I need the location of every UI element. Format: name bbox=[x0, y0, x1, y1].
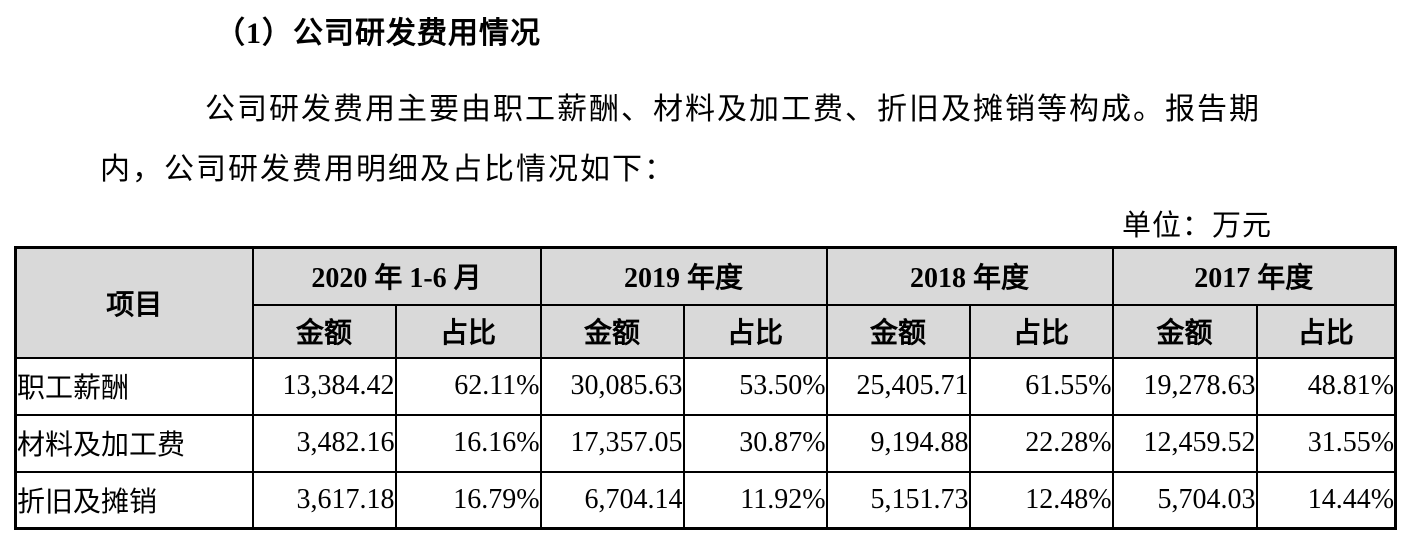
cell-amount-2020h1: 3,617.18 bbox=[251, 470, 397, 530]
sub-header-amount-2019: 金额 bbox=[539, 303, 685, 359]
intro-paragraph: 公司研发费用主要由职工薪酬、材料及加工费、折旧及摊销等构成。报告期 内，公司研发… bbox=[100, 80, 1290, 200]
cell-amount-2018: 5,151.73 bbox=[825, 470, 971, 530]
unit-label: 单位：万元 bbox=[1121, 210, 1272, 242]
cell-amount-2020h1: 13,384.42 bbox=[251, 356, 397, 416]
cell-ratio-2020h1: 62.11% bbox=[394, 356, 542, 416]
cell-ratio-2017: 31.55% bbox=[1255, 413, 1397, 473]
table-row-depreciation-amortization: 折旧及摊销 3,617.18 16.79% 6,704.14 11.92% 5,… bbox=[14, 470, 1397, 530]
section-heading: （1）公司研发费用情况 bbox=[215, 17, 541, 50]
sub-header-amount-2018: 金额 bbox=[825, 303, 971, 359]
cell-item: 材料及加工费 bbox=[14, 413, 254, 473]
cell-amount-2018: 9,194.88 bbox=[825, 413, 971, 473]
cell-ratio-2019: 11.92% bbox=[682, 470, 828, 530]
cell-amount-2019: 30,085.63 bbox=[539, 356, 685, 416]
cell-ratio-2017: 14.44% bbox=[1255, 470, 1397, 530]
cell-ratio-2020h1: 16.79% bbox=[394, 470, 542, 530]
cell-amount-2017: 19,278.63 bbox=[1111, 356, 1258, 416]
table-row-materials-processing: 材料及加工费 3,482.16 16.16% 17,357.05 30.87% … bbox=[14, 413, 1397, 473]
intro-line-2: 内，公司研发费用明细及占比情况如下： bbox=[100, 153, 676, 186]
col-header-period-2017: 2017 年度 bbox=[1111, 246, 1397, 306]
cell-ratio-2017: 48.81% bbox=[1255, 356, 1397, 416]
cell-amount-2019: 17,357.05 bbox=[539, 413, 685, 473]
cell-item: 职工薪酬 bbox=[14, 356, 254, 416]
cell-amount-2018: 25,405.71 bbox=[825, 356, 971, 416]
col-header-item: 项目 bbox=[14, 246, 254, 359]
cell-amount-2017: 5,704.03 bbox=[1111, 470, 1258, 530]
cell-ratio-2019: 53.50% bbox=[682, 356, 828, 416]
sub-header-ratio-2018: 占比 bbox=[968, 303, 1114, 359]
rd-expense-table: 项目 2020 年 1-6 月 2019 年度 2018 年度 2017 年度 … bbox=[14, 246, 1398, 530]
sub-header-amount-2020h1: 金额 bbox=[251, 303, 397, 359]
cell-amount-2019: 6,704.14 bbox=[539, 470, 685, 530]
cell-item: 折旧及摊销 bbox=[14, 470, 254, 530]
cell-ratio-2018: 22.28% bbox=[968, 413, 1114, 473]
cell-amount-2020h1: 3,482.16 bbox=[251, 413, 397, 473]
sub-header-ratio-2019: 占比 bbox=[682, 303, 828, 359]
sub-header-amount-2017: 金额 bbox=[1111, 303, 1258, 359]
sub-header-ratio-2020h1: 占比 bbox=[394, 303, 542, 359]
col-header-period-2020h1: 2020 年 1-6 月 bbox=[251, 246, 542, 306]
cell-amount-2017: 12,459.52 bbox=[1111, 413, 1258, 473]
col-header-period-2018: 2018 年度 bbox=[825, 246, 1114, 306]
intro-line-1: 公司研发费用主要由职工薪酬、材料及加工费、折旧及摊销等构成。报告期 bbox=[205, 93, 1261, 126]
sub-header-ratio-2017: 占比 bbox=[1255, 303, 1397, 359]
table-row-employee-compensation: 职工薪酬 13,384.42 62.11% 30,085.63 53.50% 2… bbox=[14, 356, 1397, 416]
cell-ratio-2019: 30.87% bbox=[682, 413, 828, 473]
col-header-period-2019: 2019 年度 bbox=[539, 246, 828, 306]
cell-ratio-2020h1: 16.16% bbox=[394, 413, 542, 473]
cell-ratio-2018: 61.55% bbox=[968, 356, 1114, 416]
cell-ratio-2018: 12.48% bbox=[968, 470, 1114, 530]
